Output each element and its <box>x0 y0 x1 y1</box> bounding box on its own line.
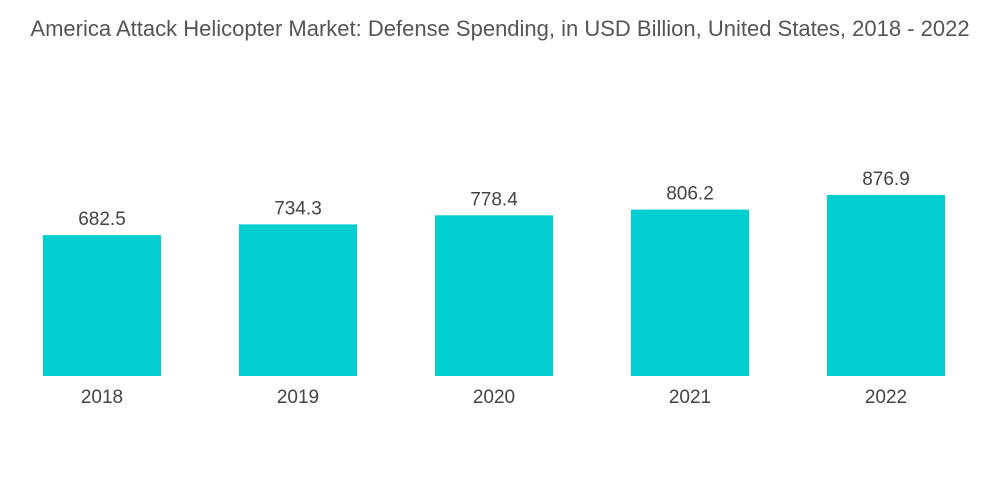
value-label-2021: 806.2 <box>666 184 714 205</box>
value-label-2022: 876.9 <box>862 169 910 190</box>
bar-2018 <box>43 235 161 376</box>
x-tick-label-2022: 2022 <box>865 387 907 408</box>
x-tick-label-2018: 2018 <box>81 387 123 408</box>
bar-2022 <box>827 195 945 376</box>
bar-2019 <box>239 224 357 376</box>
value-labels-layer: 682.5 734.3 778.4 806.2 876.9 <box>78 169 910 230</box>
x-axis-tick-labels: 2018 2019 2020 2021 2022 <box>81 387 907 408</box>
value-label-2018: 682.5 <box>78 209 126 230</box>
x-tick-label-2019: 2019 <box>277 387 319 408</box>
bars-layer <box>43 195 945 376</box>
x-tick-label-2020: 2020 <box>473 387 515 408</box>
value-label-2019: 734.3 <box>274 198 322 219</box>
value-label-2020: 778.4 <box>470 189 518 210</box>
bar-2021 <box>631 209 749 376</box>
bar-2020 <box>435 215 553 376</box>
x-tick-label-2021: 2021 <box>669 387 711 408</box>
chart-title: America Attack Helicopter Market: Defens… <box>0 14 1000 44</box>
chart-title-text: America Attack Helicopter Market: Defens… <box>30 16 970 41</box>
